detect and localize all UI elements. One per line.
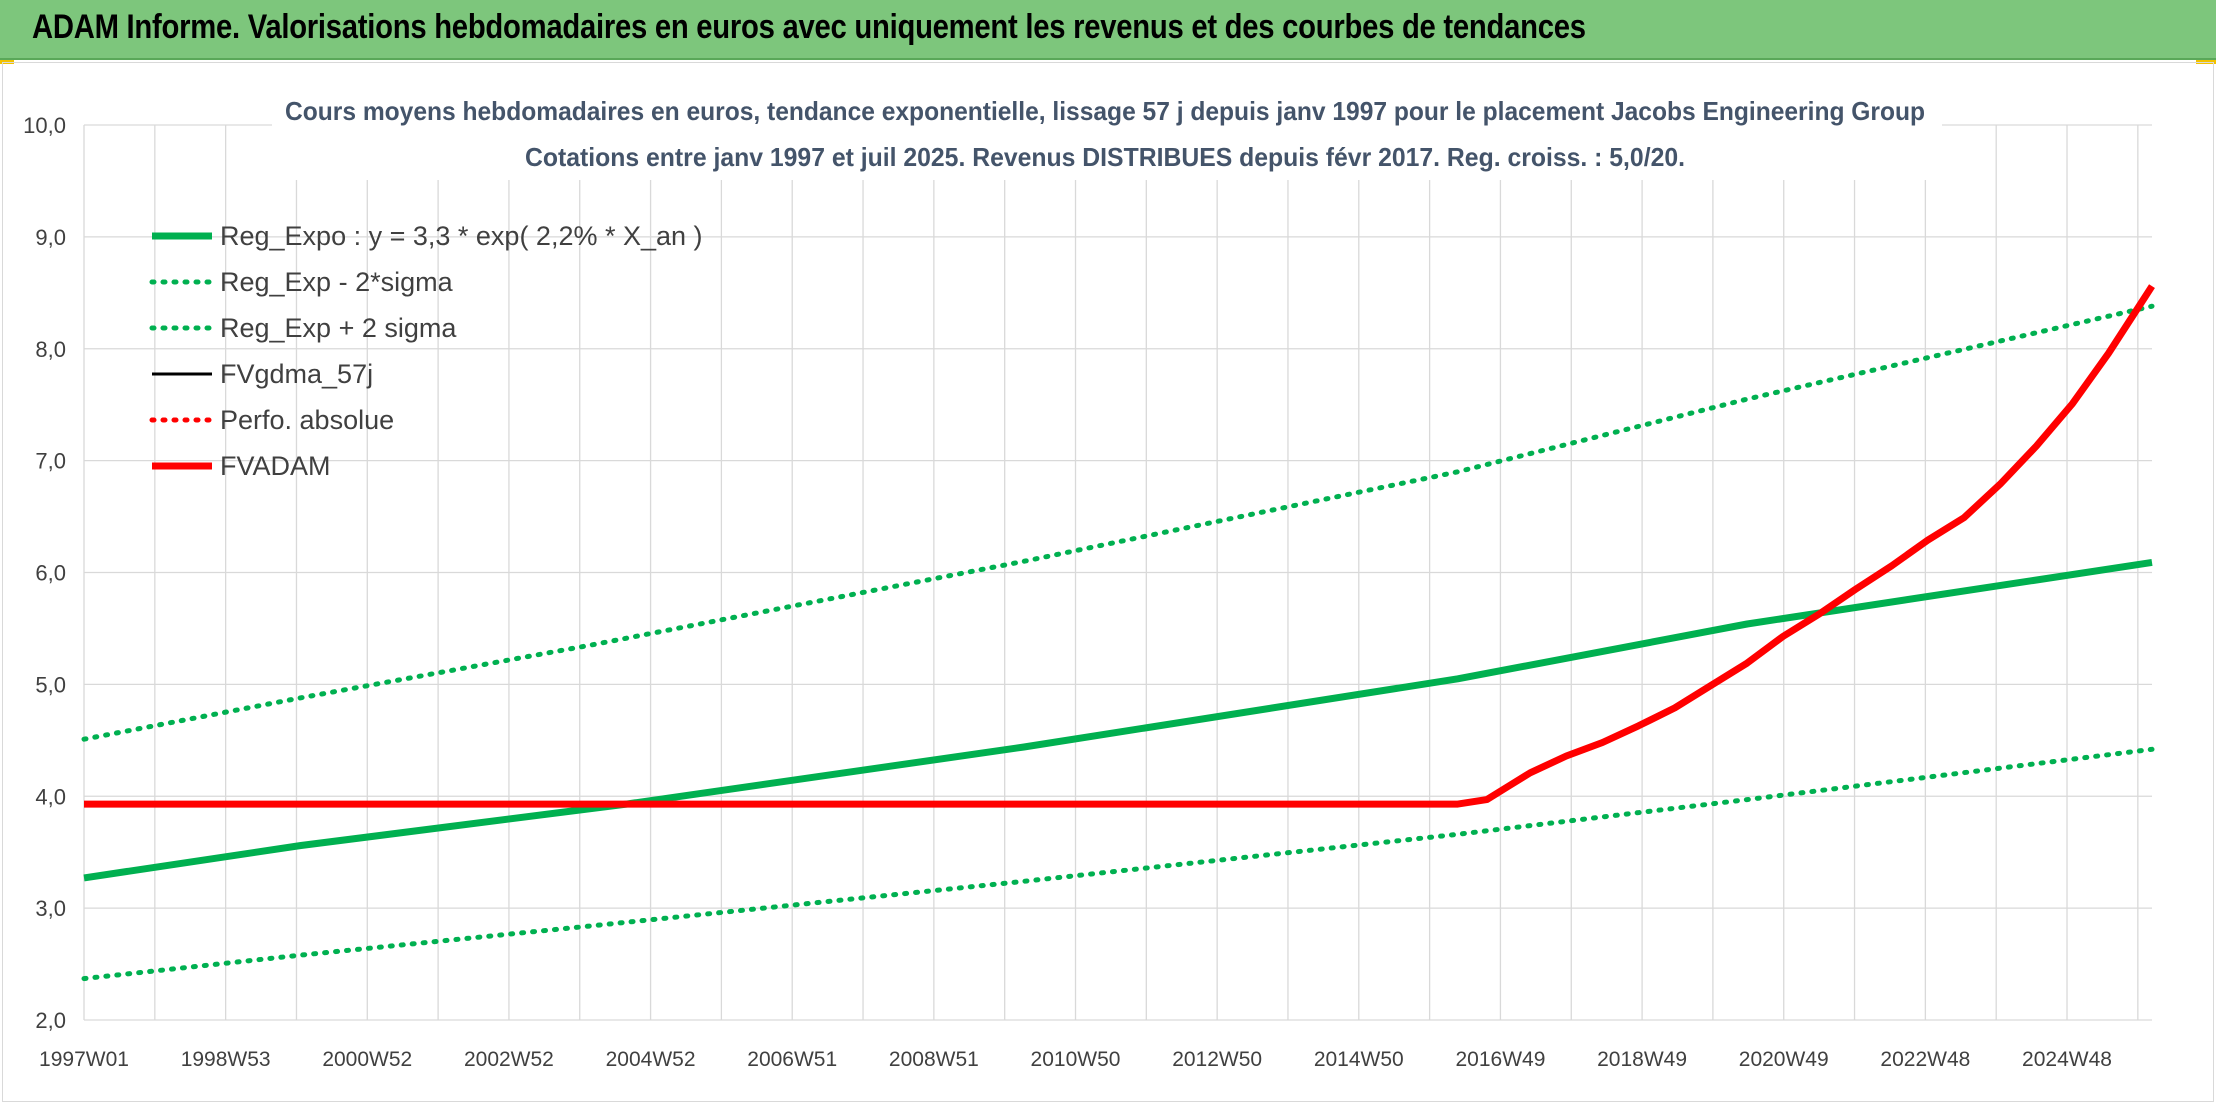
series-line [81, 746, 2155, 982]
x-tick-label: 2018W49 [1597, 1048, 1687, 1071]
x-tick-label: 2000W52 [322, 1048, 412, 1071]
x-tick-label: 2004W52 [606, 1048, 696, 1071]
series-line [84, 284, 2155, 808]
x-tick-label: 2016W49 [1455, 1048, 1545, 1071]
x-tick-label: 2002W52 [464, 1048, 554, 1071]
legend-label: Reg_Expo : y = 3,3 * exp( 2,2% * X_an ) [220, 221, 703, 251]
title-background [272, 86, 1942, 180]
legend-label: Reg_Exp - 2*sigma [220, 267, 454, 297]
legend: Reg_Expo : y = 3,3 * exp( 2,2% * X_an ) R… [149, 221, 703, 481]
y-tick-label: 10,0 [23, 113, 66, 138]
chart-subtitle: Cotations entre janv 1997 et juil 2025. … [525, 142, 1685, 172]
x-tick-label: 2022W48 [1880, 1048, 1970, 1071]
x-tick-label: 2020W49 [1739, 1048, 1829, 1071]
series-line [81, 303, 2155, 742]
y-axis-ticks: 2,0 3,0 4,0 5,0 6,0 7,0 8,0 9,0 10,0 [23, 113, 66, 1033]
x-axis-ticks: 1997W01 1998W53 2000W52 2002W52 2004W52 2006W… [39, 1048, 2112, 1071]
x-tick-label: 1997W01 [39, 1048, 129, 1071]
x-tick-label: 1998W53 [181, 1048, 271, 1071]
y-tick-label: 7,0 [35, 449, 66, 474]
legend-label: Perfo. absolue [220, 405, 394, 435]
y-tick-label: 4,0 [35, 784, 66, 809]
series-lines [81, 284, 2155, 982]
series-line [83, 558, 2153, 882]
legend-label: FVgdma_57j [220, 359, 373, 389]
y-tick-label: 9,0 [35, 225, 66, 250]
x-tick-label: 2008W51 [889, 1048, 979, 1071]
grid-lines [83, 124, 2152, 1021]
legend-label: Reg_Exp + 2 sigma [220, 313, 457, 343]
legend-label: FVADAM [220, 451, 331, 481]
chart-title: Cours moyens hebdomadaires en euros, ten… [285, 96, 1925, 126]
y-tick-label: 3,0 [35, 896, 66, 921]
series-line [84, 286, 2154, 807]
y-tick-label: 8,0 [35, 337, 66, 362]
x-tick-label: 2012W50 [1172, 1048, 1262, 1071]
page-title: ADAM Informe. Valorisations hebdomadaire… [32, 8, 1586, 46]
x-tick-label: 2014W50 [1314, 1048, 1404, 1071]
y-tick-label: 6,0 [35, 561, 66, 586]
y-tick-label: 2,0 [35, 1008, 66, 1033]
x-tick-label: 2010W50 [1031, 1048, 1121, 1071]
x-tick-label: 2024W48 [2022, 1048, 2112, 1071]
header-banner: ADAM Informe. Valorisations hebdomadaire… [0, 0, 2216, 60]
y-tick-label: 5,0 [35, 672, 66, 697]
chart-frame [2, 62, 2214, 1102]
x-tick-label: 2006W51 [747, 1048, 837, 1071]
